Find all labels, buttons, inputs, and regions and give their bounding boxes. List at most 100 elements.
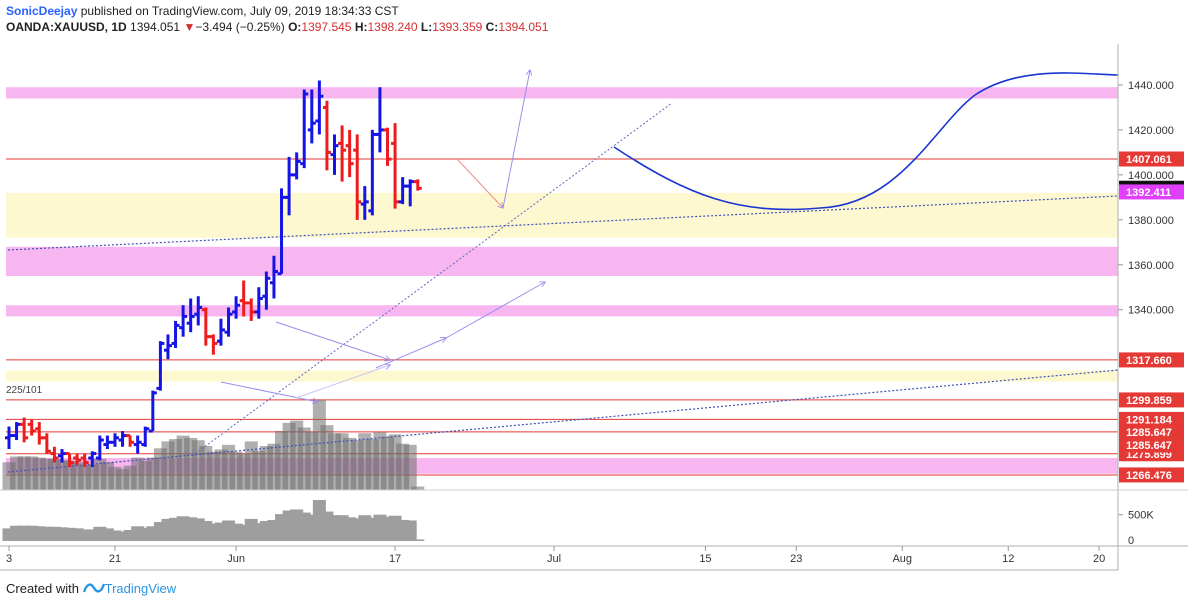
ohlc-bar[interactable] bbox=[126, 434, 135, 447]
ohlc-bar[interactable] bbox=[209, 334, 218, 355]
ohlc-bar[interactable] bbox=[201, 307, 210, 346]
ohlc-bar[interactable] bbox=[247, 298, 256, 321]
zone-pink-2[interactable] bbox=[6, 246, 1118, 276]
ohlc-bar[interactable] bbox=[285, 156, 294, 216]
price-change: −3.494 (−0.25%) bbox=[195, 20, 285, 34]
ohlc-bar[interactable] bbox=[133, 435, 142, 454]
ohlc-bar[interactable] bbox=[35, 422, 44, 445]
ohlc-bar[interactable] bbox=[216, 318, 225, 346]
ohlc-bar[interactable] bbox=[307, 89, 316, 144]
ohlc-bar[interactable] bbox=[80, 453, 89, 468]
volume-bar bbox=[411, 539, 425, 541]
ohlc-bar[interactable] bbox=[239, 280, 248, 317]
volume-bar bbox=[85, 529, 99, 541]
ohlc-bar[interactable] bbox=[194, 296, 203, 326]
ohlc-bar[interactable] bbox=[375, 87, 384, 153]
ohlc-bar[interactable] bbox=[179, 305, 188, 337]
low-label: L: bbox=[420, 20, 433, 34]
ohlc-bar[interactable] bbox=[73, 453, 82, 465]
x-tick-label: Jul bbox=[547, 553, 561, 565]
zone-pink-0[interactable] bbox=[6, 87, 1118, 99]
ohlc-bar[interactable] bbox=[224, 307, 233, 337]
ohlc-bar[interactable] bbox=[383, 127, 392, 166]
ohlc-bar[interactable] bbox=[50, 446, 59, 463]
ohlc-bar[interactable] bbox=[322, 100, 331, 171]
ohlc-bar[interactable] bbox=[42, 433, 51, 454]
ohlc-bar[interactable] bbox=[277, 188, 286, 276]
ohlc-bar[interactable] bbox=[300, 89, 309, 169]
down-arrow-icon: ▼ bbox=[183, 20, 196, 34]
price-label-8[interactable]: 1266.476 bbox=[1119, 467, 1184, 483]
ohlc-bar[interactable] bbox=[118, 431, 127, 447]
ohlc-bar[interactable] bbox=[398, 177, 407, 205]
ohlc-bar[interactable] bbox=[338, 125, 347, 182]
ohlc-bar[interactable] bbox=[269, 255, 278, 299]
ohlc-bar[interactable] bbox=[330, 134, 339, 175]
ohlc-bar[interactable] bbox=[88, 451, 97, 468]
x-tick-label: 12 bbox=[1002, 553, 1014, 565]
author-link[interactable]: SonicDeejay bbox=[6, 4, 78, 18]
ohlc-bar[interactable] bbox=[391, 123, 400, 209]
ohlc-bar[interactable] bbox=[232, 296, 241, 319]
price-label-duplicate[interactable]: 1285.647 bbox=[1119, 437, 1184, 453]
tick-labels-layer: 500K 0 1440.000 1420.000 1400.000 1380.000 136… bbox=[6, 80, 1174, 565]
ohlc-bar[interactable] bbox=[406, 179, 415, 207]
ohlc-bar[interactable] bbox=[360, 186, 369, 220]
ohlc-bar[interactable] bbox=[148, 390, 157, 433]
price-label-3[interactable]: 1317.660 bbox=[1119, 352, 1184, 368]
ohlc-bar[interactable] bbox=[5, 426, 13, 450]
low-value: 1393.359 bbox=[432, 20, 483, 34]
tradingview-logo-icon[interactable] bbox=[82, 581, 105, 598]
y-tick-label: 1420.000 bbox=[1128, 125, 1174, 137]
ohlc-bar[interactable] bbox=[12, 422, 21, 441]
ohlc-bar[interactable] bbox=[262, 271, 271, 310]
price-label-6[interactable]: 1285.647 bbox=[1119, 424, 1184, 440]
price-label-2[interactable]: 1392.411 bbox=[1119, 184, 1184, 200]
arrow-2 bbox=[275, 321, 390, 360]
projection-arc[interactable] bbox=[613, 72, 1119, 211]
ohlc-bar[interactable] bbox=[57, 449, 66, 463]
volume-bar bbox=[123, 529, 137, 541]
ohlc-bars-layer bbox=[5, 80, 422, 468]
x-tick-label: 17 bbox=[389, 553, 401, 565]
y-tick-label: 1340.000 bbox=[1128, 305, 1174, 317]
ohlc-bar[interactable] bbox=[163, 334, 172, 360]
close-value: 1394.051 bbox=[498, 20, 549, 34]
price-label-5[interactable]: 1291.184 bbox=[1119, 411, 1184, 427]
ohlc-bar[interactable] bbox=[20, 417, 29, 443]
x-tick-label: 21 bbox=[109, 553, 121, 565]
ohlc-bar[interactable] bbox=[141, 426, 150, 447]
ohlc-bar[interactable] bbox=[315, 80, 324, 135]
created-with-text: Created with bbox=[6, 581, 79, 596]
ohlc-bar[interactable] bbox=[292, 152, 301, 180]
arrow-1 bbox=[220, 381, 318, 402]
price-label-4[interactable]: 1299.859 bbox=[1119, 392, 1184, 408]
ohlc-bar[interactable] bbox=[368, 129, 377, 216]
trendline-lower[interactable] bbox=[7, 369, 1119, 473]
high-value: 1398.240 bbox=[367, 20, 418, 34]
ohlc-bar[interactable] bbox=[110, 433, 119, 447]
y-tick-label: 1400.000 bbox=[1128, 170, 1174, 182]
zone-yellow-1[interactable] bbox=[6, 192, 1118, 238]
ohlc-bar[interactable] bbox=[171, 320, 180, 348]
ohlc-bar[interactable] bbox=[345, 129, 354, 178]
ohlc-bar[interactable] bbox=[65, 452, 74, 468]
volume-zero-label: 0 bbox=[1128, 535, 1134, 547]
zone-pink-3[interactable] bbox=[6, 305, 1118, 317]
open-label: O: bbox=[288, 20, 302, 34]
trendline-upper[interactable] bbox=[191, 102, 673, 457]
zone-yellow-4[interactable] bbox=[6, 370, 1118, 382]
ohlc-bar[interactable] bbox=[95, 435, 104, 461]
ohlc-bar[interactable] bbox=[103, 435, 112, 450]
ohlc-bar[interactable] bbox=[353, 134, 362, 220]
trendline-middle[interactable] bbox=[7, 195, 1119, 251]
ohlc-bar[interactable] bbox=[186, 298, 195, 333]
price-label-0[interactable]: 1407.061 bbox=[1119, 151, 1184, 167]
ohlc-bar[interactable] bbox=[156, 341, 165, 391]
tradingview-brand[interactable]: TradingView bbox=[104, 581, 177, 596]
ohlc-bar[interactable] bbox=[254, 287, 263, 319]
ohlc-bar[interactable] bbox=[27, 419, 36, 436]
volume-bar-overlay bbox=[403, 444, 417, 490]
ohlc-bar[interactable] bbox=[413, 179, 422, 191]
